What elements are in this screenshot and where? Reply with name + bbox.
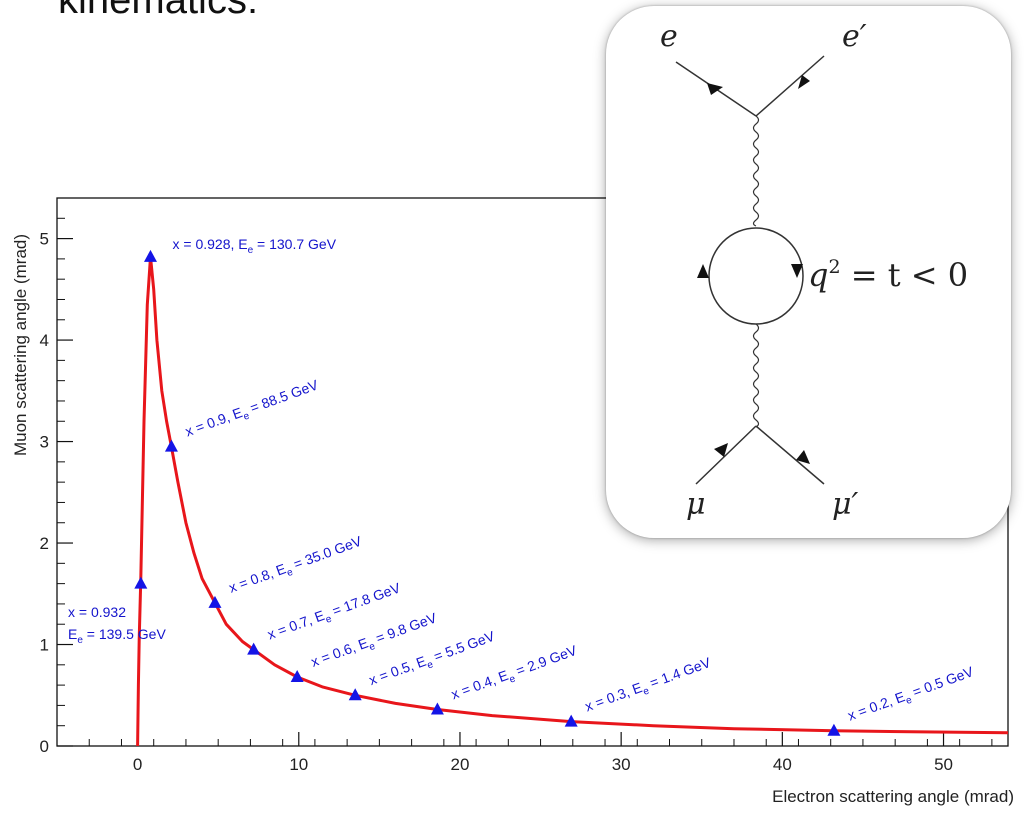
arrow-icon <box>707 83 723 95</box>
arrow-icon <box>798 75 810 89</box>
label-e-in: e <box>660 19 678 54</box>
data-point-marker <box>290 669 304 682</box>
x-tick-label: 10 <box>289 755 308 774</box>
data-point-marker <box>134 576 148 589</box>
point-label-line1: x = 0.932 <box>68 604 126 620</box>
feynman-diagram: e e′ μ μ′ q2 = t < 0 <box>660 19 968 522</box>
point-label: x = 0.2, Ee = 0.5 GeV <box>845 663 977 727</box>
feynman-diagram-card: e e′ μ μ′ q2 = t < 0 <box>606 6 1011 538</box>
point-label: x = 0.932 Ee = 139.5 GeV <box>68 604 166 646</box>
data-point-marker <box>564 714 578 727</box>
photon-line-bottom <box>752 323 760 428</box>
arrow-icon <box>714 443 728 457</box>
x-tick-label: 0 <box>133 755 142 774</box>
y-tick-label: 4 <box>40 331 49 350</box>
x-tick-label: 50 <box>934 755 953 774</box>
data-point-marker <box>143 249 157 262</box>
y-tick-label: 2 <box>40 534 49 553</box>
point-label: x = 0.8, Ee = 35.0 GeV <box>227 533 366 600</box>
data-point-marker <box>348 688 362 701</box>
arrow-icon <box>697 264 709 278</box>
point-label: x = 0.3, Ee = 1.4 GeV <box>583 654 715 718</box>
data-point-marker <box>164 439 178 452</box>
data-point-marker <box>247 642 261 655</box>
axis-ticks: 0 10 20 30 40 50 0 1 2 3 4 5 <box>40 217 993 774</box>
momentum-transfer-label: q2 = t < 0 <box>808 256 968 294</box>
x-axis-label: Electron scattering angle (mrad) <box>772 787 1014 806</box>
arrow-icon <box>796 450 810 464</box>
photon-line-top <box>752 115 760 227</box>
data-point-marker <box>430 702 444 715</box>
x-tick-label: 20 <box>451 755 470 774</box>
arrow-icon <box>791 264 803 278</box>
marker-layer <box>134 249 841 736</box>
y-tick-label: 3 <box>40 433 49 452</box>
label-e-out: e′ <box>842 19 867 54</box>
label-mu-in: μ <box>686 487 706 522</box>
point-label: x = 0.9, Ee = 88.5 GeV <box>183 376 322 443</box>
data-point-marker <box>827 723 841 736</box>
y-axis-label: Muon scattering angle (mrad) <box>11 234 30 456</box>
point-label: x = 0.928, Ee = 130.7 GeV <box>172 236 336 256</box>
vacuum-polarization-loop <box>708 227 804 325</box>
point-label-line2: Ee = 139.5 GeV <box>68 626 166 646</box>
y-tick-label: 1 <box>40 636 49 655</box>
x-tick-label: 40 <box>773 755 792 774</box>
x-tick-label: 30 <box>612 755 631 774</box>
y-tick-label: 0 <box>40 737 49 756</box>
muon-lines <box>695 425 825 485</box>
label-mu-out: μ′ <box>832 487 858 522</box>
y-tick-label: 5 <box>40 230 49 249</box>
data-point-marker <box>208 595 222 608</box>
electron-lines <box>675 55 825 117</box>
slide-title-partial: kinematics: <box>58 0 259 22</box>
